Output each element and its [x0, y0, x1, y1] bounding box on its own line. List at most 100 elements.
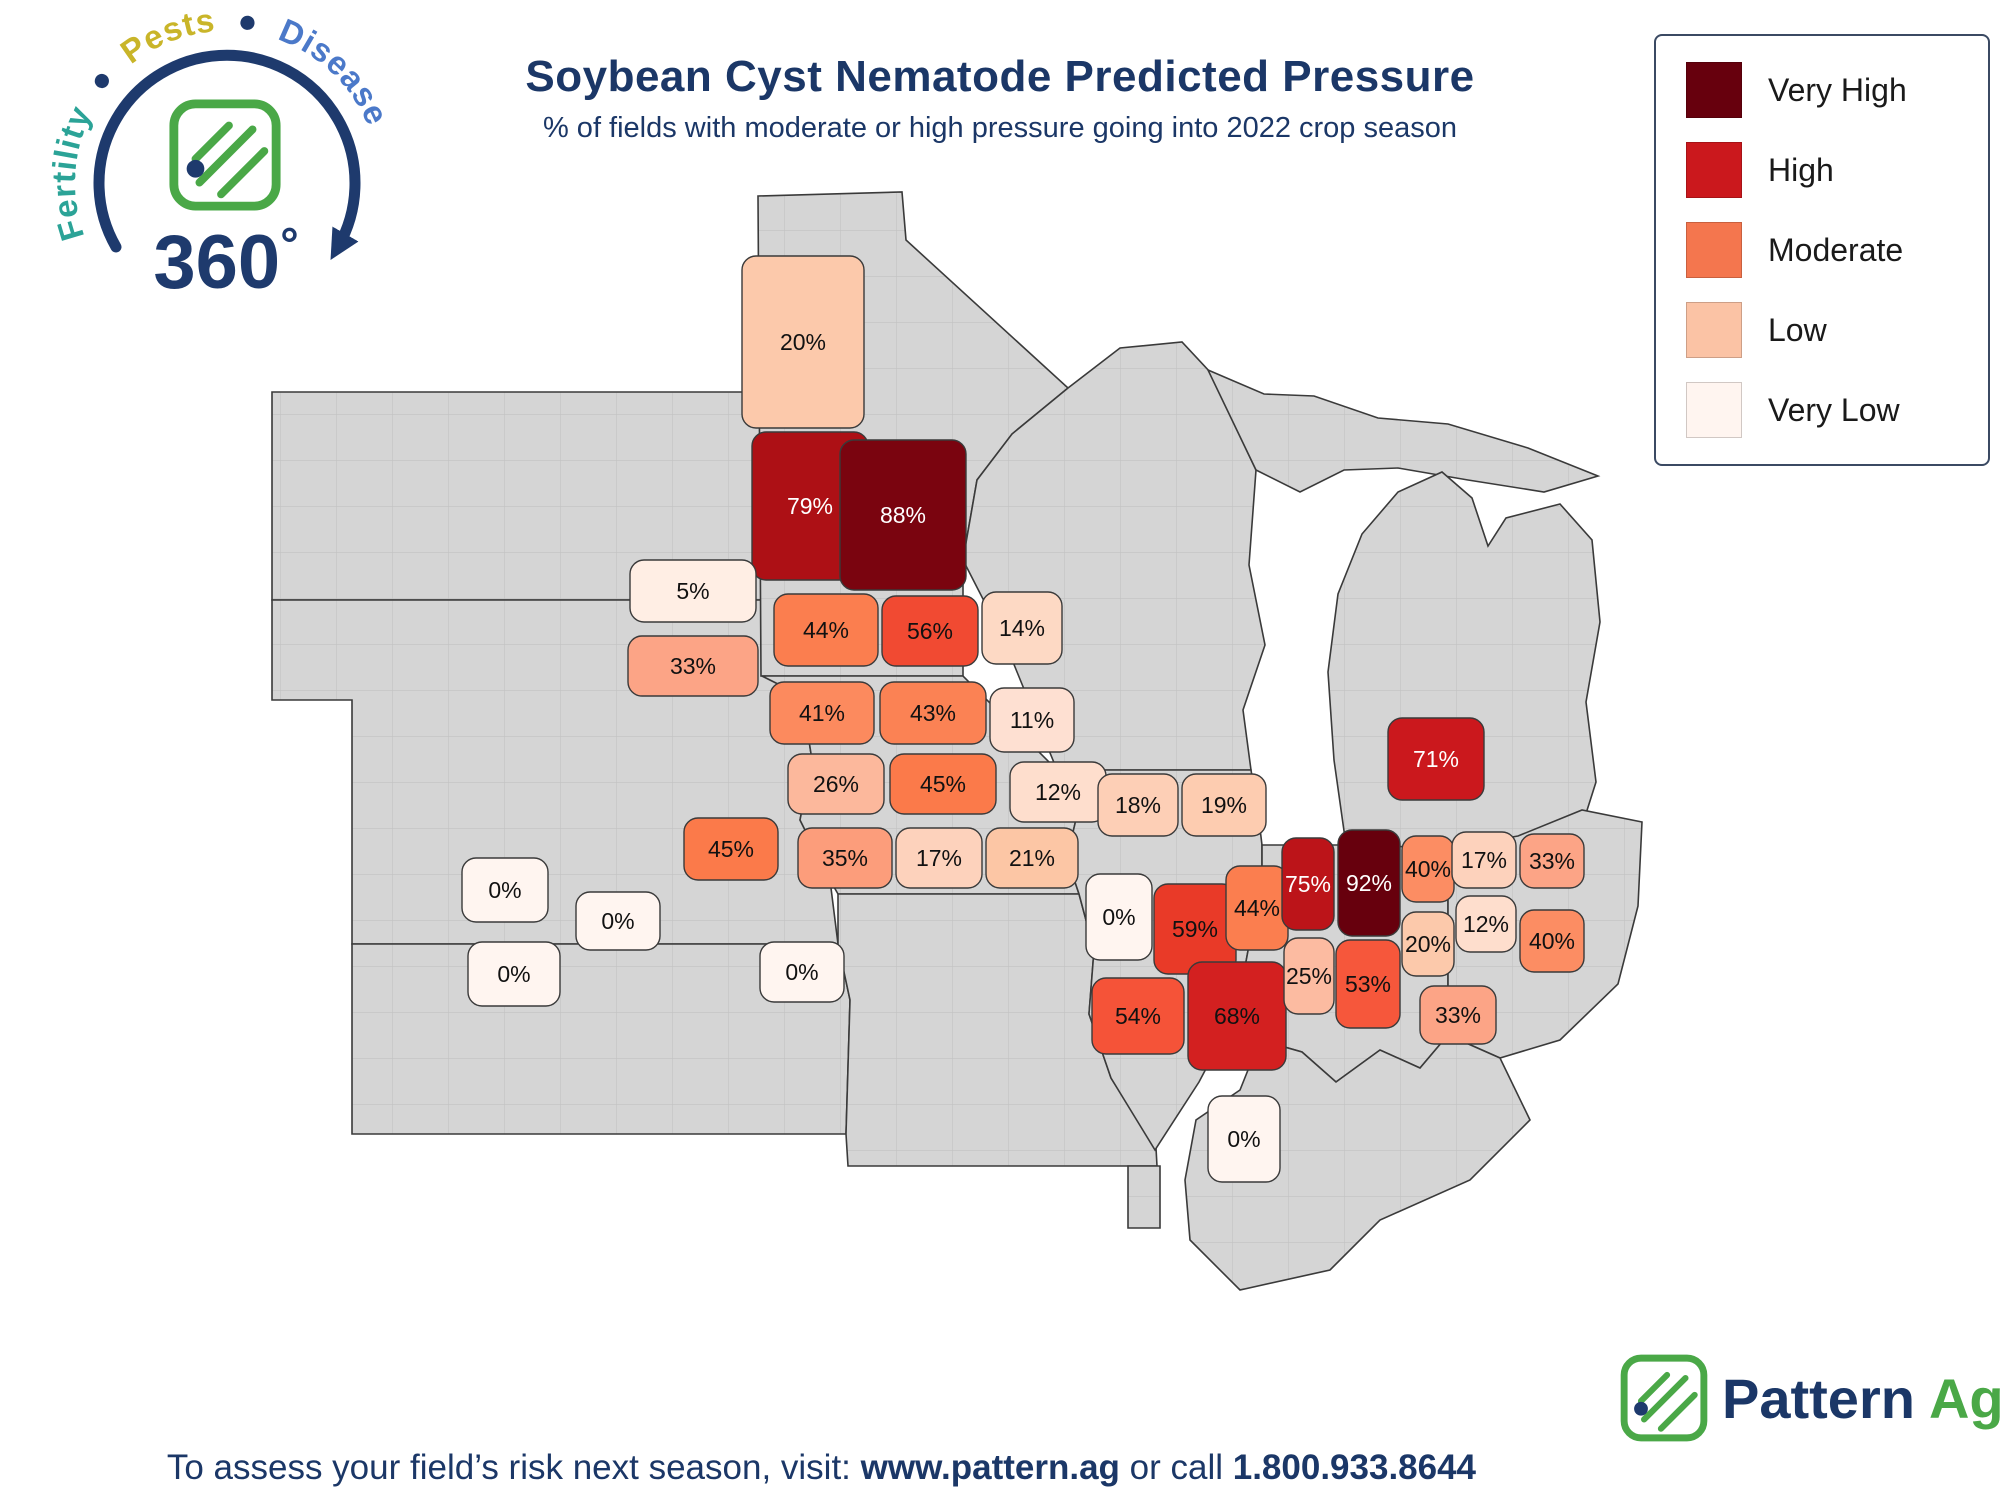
district-shape [683, 817, 779, 881]
district-region: 75% [1281, 837, 1335, 931]
logo-bullet-icon: ● [79, 59, 121, 99]
district-shape [1335, 939, 1401, 1029]
district-shape [627, 635, 759, 697]
district-shape [881, 595, 979, 667]
district-value-label: 0% [1227, 1126, 1260, 1152]
district-region: 25% [1283, 937, 1335, 1015]
district-shape [879, 681, 987, 745]
brand-name: Pattern [1722, 1366, 1915, 1430]
district-value-label: 5% [676, 578, 709, 604]
district-region: 0% [759, 941, 845, 1003]
pattern-ag-leaf-icon [174, 104, 276, 206]
district-shape [759, 941, 845, 1003]
district-region: 41% [769, 681, 875, 745]
district-region: 40% [1401, 835, 1455, 903]
district-region: 33% [1419, 985, 1497, 1045]
legend-label: Low [1768, 311, 1827, 348]
district-region: 14% [981, 591, 1063, 665]
footer-cta: To assess your field’s risk next season,… [148, 1408, 1476, 1488]
district-shape [797, 827, 893, 889]
state-missouri-bootheel [1127, 1165, 1161, 1229]
legend-item-moderate: Moderate [1686, 222, 1958, 278]
district-shape [467, 941, 561, 1007]
district-value-label: 17% [916, 845, 962, 871]
district-shape [1519, 909, 1585, 973]
district-value-label: 33% [1529, 848, 1575, 874]
district-value-label: 41% [799, 700, 845, 726]
district-region: 54% [1091, 977, 1185, 1055]
district-shape [1097, 773, 1179, 837]
district-value-label: 45% [920, 771, 966, 797]
district-shape [889, 753, 997, 815]
district-shape [839, 439, 967, 591]
district-region: 68% [1187, 961, 1287, 1071]
district-shape [1401, 911, 1455, 977]
legend-item-low: Low [1686, 302, 1958, 358]
page-title: Soybean Cyst Nematode Predicted Pressure [525, 52, 1475, 101]
logo-360-text: 360° [153, 218, 298, 305]
district-value-label: 33% [1435, 1002, 1481, 1028]
district-region: 88% [839, 439, 967, 591]
page-subtitle: % of fields with moderate or high pressu… [542, 112, 1458, 144]
district-shape [629, 559, 757, 623]
district-value-label: 56% [907, 618, 953, 644]
pattern-ag-brand: Pattern Ag [1618, 1352, 2000, 1444]
district-region: 20% [1401, 911, 1455, 977]
pattern-360-logo: Fertility ● Pests ● Disease 360° [45, 8, 395, 305]
brand-suffix: Ag [1928, 1366, 2000, 1430]
district-value-label: 71% [1413, 746, 1459, 772]
district-value-label: 44% [1234, 895, 1280, 921]
district-shape [1419, 985, 1497, 1045]
district-value-label: 0% [785, 959, 818, 985]
district-region: 45% [683, 817, 779, 881]
district-shape [1283, 937, 1335, 1015]
legend-label: Very High [1768, 71, 1907, 108]
district-value-label: 44% [803, 617, 849, 643]
district-shape [1091, 977, 1185, 1055]
district-value-label: 18% [1115, 792, 1161, 818]
district-region: 33% [627, 635, 759, 697]
district-shape [461, 857, 549, 923]
district-value-label: 92% [1346, 870, 1392, 896]
district-region: 59% [1153, 883, 1237, 975]
district-region: 33% [1519, 833, 1585, 889]
district-region: 0% [461, 857, 549, 923]
district-value-label: 20% [1405, 931, 1451, 957]
district-value-label: 12% [1463, 911, 1509, 937]
legend-swatch-very-low [1686, 382, 1742, 438]
district-value-label: 59% [1172, 916, 1218, 942]
district-value-label: 12% [1035, 779, 1081, 805]
legend-item-high: High [1686, 142, 1958, 198]
district-region: 56% [881, 595, 979, 667]
district-value-label: 40% [1529, 928, 1575, 954]
district-shape [1281, 837, 1335, 931]
district-shape [1181, 773, 1267, 837]
district-shape [1207, 1095, 1281, 1183]
district-shape [1187, 961, 1287, 1071]
district-value-label: 14% [999, 615, 1045, 641]
district-shape [989, 687, 1075, 753]
district-region: 40% [1519, 909, 1585, 973]
legend-item-very-high: Very High [1686, 62, 1958, 118]
district-region: 5% [629, 559, 757, 623]
logo-arc-arrow [93, 49, 361, 261]
legend-label: Very Low [1768, 391, 1900, 428]
title-block: Soybean Cyst Nematode Predicted Pressure… [400, 52, 1600, 145]
legend-label: Moderate [1768, 231, 1904, 268]
district-region: 21% [985, 827, 1079, 889]
legend-swatch-high [1686, 142, 1742, 198]
district-value-label: 88% [880, 502, 926, 528]
district-region: 44% [773, 593, 879, 667]
pattern-ag-leaf-icon [1618, 1352, 1710, 1444]
district-region: 19% [1181, 773, 1267, 837]
district-shape [773, 593, 879, 667]
district-region: 0% [1207, 1095, 1281, 1183]
footer-connector: or call [1119, 1448, 1233, 1487]
district-region: 17% [1451, 831, 1517, 889]
district-region: 44% [1225, 865, 1289, 951]
district-value-label: 43% [910, 700, 956, 726]
district-value-label: 17% [1461, 847, 1507, 873]
footer-url[interactable]: www.pattern.ag [860, 1448, 1120, 1487]
district-shape [1451, 831, 1517, 889]
